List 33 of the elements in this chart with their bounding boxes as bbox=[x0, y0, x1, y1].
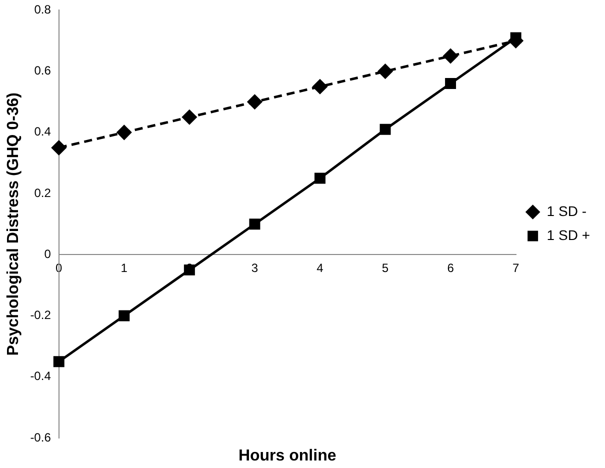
point bbox=[182, 110, 197, 124]
y-tick-label: 0.8 bbox=[34, 2, 52, 17]
x-axis-title: Hours online bbox=[238, 447, 336, 464]
legend-label: 1 SD + bbox=[546, 226, 590, 243]
point bbox=[443, 48, 458, 64]
point bbox=[184, 264, 195, 276]
point bbox=[118, 310, 130, 322]
x-tick-label: 3 bbox=[251, 261, 258, 276]
x-tick-label: 5 bbox=[382, 261, 389, 276]
y-tick-label: 0.2 bbox=[34, 186, 52, 200]
y-tick-label: -0.4 bbox=[30, 369, 52, 384]
y-tick-label: 0.6 bbox=[34, 64, 52, 78]
point bbox=[380, 124, 391, 135]
point bbox=[445, 78, 456, 90]
x-tick-label: 1 bbox=[120, 261, 128, 276]
y-tick-label: -0.6 bbox=[30, 430, 52, 444]
point bbox=[116, 125, 132, 140]
point bbox=[249, 218, 260, 230]
point bbox=[247, 94, 262, 110]
point bbox=[312, 79, 328, 94]
point bbox=[52, 140, 66, 155]
point bbox=[314, 172, 326, 184]
x-tick-label: 6 bbox=[447, 261, 454, 276]
y-tick-label: 0 bbox=[44, 246, 52, 261]
y-tick-label: -0.2 bbox=[30, 308, 52, 322]
y-axis-title: Psychological Distress (GHQ 0-36) bbox=[5, 92, 22, 356]
legend-label: 1 SD - bbox=[546, 202, 587, 219]
point bbox=[378, 64, 393, 79]
point bbox=[53, 356, 64, 368]
y-tick-label: 0.4 bbox=[34, 124, 52, 139]
x-tick-label: 4 bbox=[316, 261, 324, 276]
x-tick-label: 7 bbox=[512, 261, 520, 276]
point bbox=[510, 32, 522, 44]
